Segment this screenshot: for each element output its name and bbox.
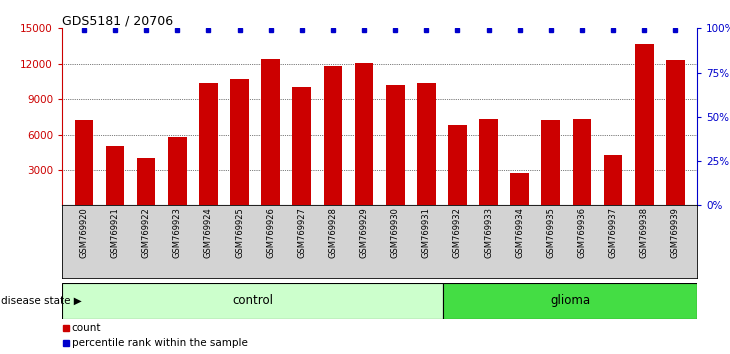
- Bar: [261, 59, 280, 205]
- Text: GSM769920: GSM769920: [80, 207, 88, 258]
- Bar: [479, 119, 498, 205]
- Bar: [635, 44, 653, 205]
- Bar: [386, 85, 404, 205]
- Bar: [542, 120, 560, 205]
- Bar: [137, 158, 155, 205]
- Bar: [666, 60, 685, 205]
- Text: GSM769938: GSM769938: [639, 207, 649, 258]
- Text: GSM769928: GSM769928: [328, 207, 337, 258]
- Bar: [417, 82, 436, 205]
- Text: GSM769921: GSM769921: [110, 207, 120, 258]
- Text: GSM769927: GSM769927: [297, 207, 307, 258]
- Bar: [199, 82, 218, 205]
- Text: percentile rank within the sample: percentile rank within the sample: [72, 338, 247, 348]
- Text: GSM769931: GSM769931: [422, 207, 431, 258]
- Text: GSM769932: GSM769932: [453, 207, 462, 258]
- FancyBboxPatch shape: [443, 283, 697, 319]
- Text: GDS5181 / 20706: GDS5181 / 20706: [62, 14, 173, 27]
- Text: GSM769937: GSM769937: [609, 207, 618, 258]
- Bar: [230, 79, 249, 205]
- Text: GSM769922: GSM769922: [142, 207, 150, 258]
- Bar: [293, 87, 311, 205]
- Text: GSM769933: GSM769933: [484, 207, 493, 258]
- Text: glioma: glioma: [550, 295, 590, 307]
- Bar: [604, 155, 623, 205]
- Bar: [323, 66, 342, 205]
- FancyBboxPatch shape: [62, 283, 443, 319]
- Text: control: control: [232, 295, 273, 307]
- Text: GSM769939: GSM769939: [671, 207, 680, 258]
- Text: GSM769926: GSM769926: [266, 207, 275, 258]
- Text: GSM769934: GSM769934: [515, 207, 524, 258]
- Bar: [355, 63, 373, 205]
- Bar: [106, 146, 124, 205]
- Bar: [168, 137, 187, 205]
- Bar: [510, 173, 529, 205]
- Bar: [572, 119, 591, 205]
- Text: GSM769935: GSM769935: [546, 207, 556, 258]
- Text: GSM769923: GSM769923: [173, 207, 182, 258]
- Bar: [448, 125, 466, 205]
- Text: GSM769929: GSM769929: [360, 207, 369, 258]
- Text: count: count: [72, 322, 101, 332]
- Bar: [74, 120, 93, 205]
- Text: disease state ▶: disease state ▶: [1, 296, 82, 306]
- Text: GSM769930: GSM769930: [391, 207, 399, 258]
- Text: GSM769936: GSM769936: [577, 207, 586, 258]
- Text: GSM769924: GSM769924: [204, 207, 213, 258]
- Text: GSM769925: GSM769925: [235, 207, 244, 258]
